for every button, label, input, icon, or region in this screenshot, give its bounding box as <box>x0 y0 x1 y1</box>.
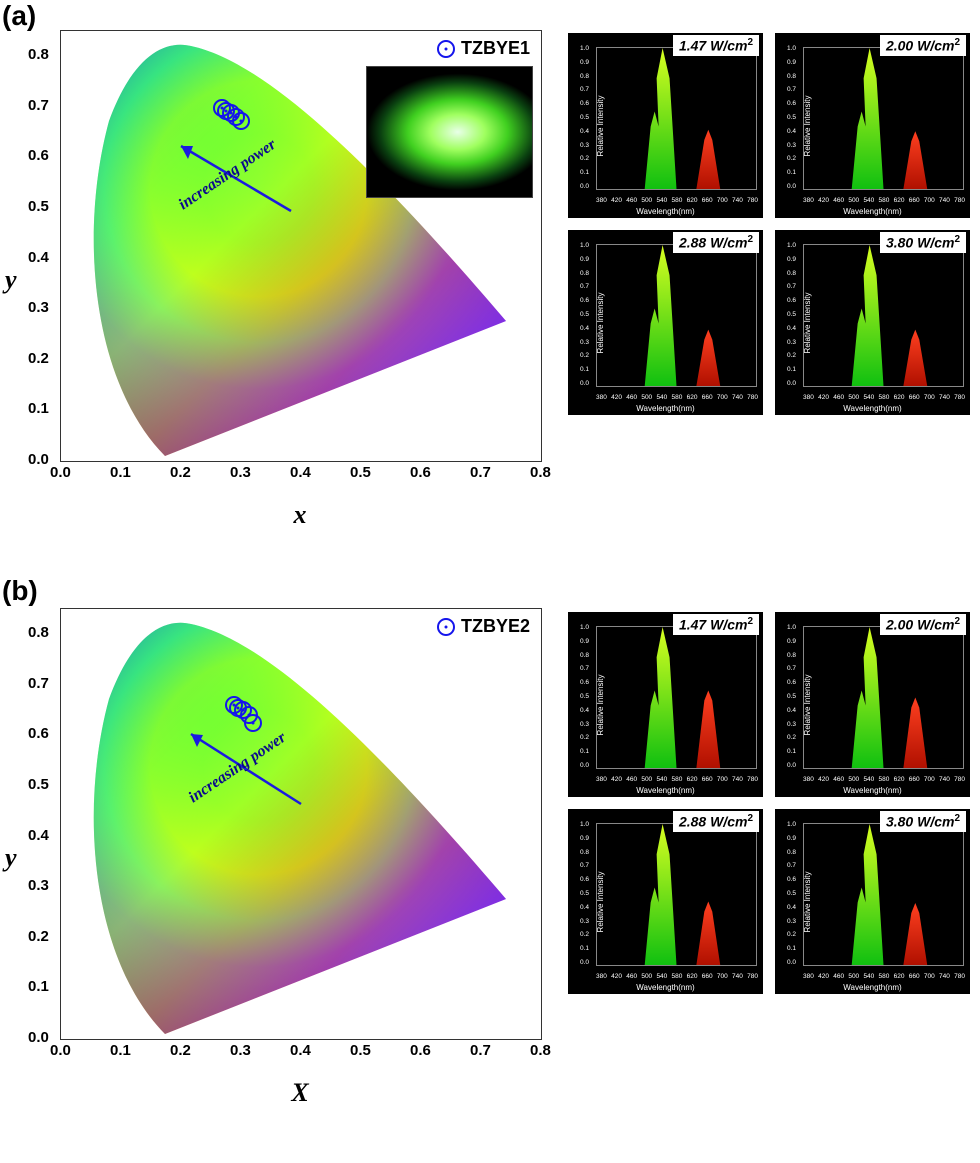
spectra-grid-a: 1.47 W/cm2 Relative Intensity Wavelength(… <box>568 33 970 415</box>
xtick: 0.3 <box>230 464 251 481</box>
spectra-grid-b: 1.47 W/cm2 Relative Intensity Wavelength(… <box>568 612 970 994</box>
xtick: 0.2 <box>170 464 191 481</box>
ytick: 0.8 <box>28 624 49 641</box>
ytick: 0.5 <box>28 198 49 215</box>
ytick: 0.8 <box>28 46 49 63</box>
spectrum-xlabel: Wavelength(nm) <box>636 404 694 413</box>
spectrum-xlabel: Wavelength(nm) <box>843 786 901 795</box>
cie-data-point <box>225 696 243 714</box>
xtick: 0.0 <box>50 1042 71 1059</box>
xtick: 0.1 <box>110 464 131 481</box>
cie-b-ylabel: y <box>5 843 17 873</box>
ytick: 0.6 <box>28 725 49 742</box>
inset-photo-a <box>366 66 533 198</box>
legend-b-text: TZBYE2 <box>461 616 530 637</box>
spectrum-panel: 3.80 W/cm2 Relative Intensity Wavelength(… <box>775 809 970 994</box>
ytick: 0.1 <box>28 978 49 995</box>
xtick: 0.0 <box>50 464 71 481</box>
xtick: 0.5 <box>350 464 371 481</box>
spectrum-ylabel: Relative Intensity <box>596 871 605 932</box>
spectrum-panel: 3.80 W/cm2 Relative Intensity Wavelength(… <box>775 230 970 415</box>
cie-data-point <box>213 99 231 117</box>
ytick: 0.0 <box>28 451 49 468</box>
spectrum-panel: 1.47 W/cm2 Relative Intensity Wavelength(… <box>568 33 763 218</box>
cie-chart-b: y <box>0 598 560 1118</box>
cie-b-plot-area: TZBYE2 increasing power <box>60 608 542 1040</box>
spectrum-power-label: 2.00 W/cm2 <box>880 35 966 56</box>
ytick: 0.4 <box>28 827 49 844</box>
spectrum-power-label: 1.47 W/cm2 <box>673 35 759 56</box>
cie-b-xlabel: X <box>291 1078 308 1108</box>
xtick: 0.5 <box>350 1042 371 1059</box>
cie-chart-a: y <box>0 20 560 540</box>
cie-a-legend: TZBYE1 <box>431 36 536 61</box>
spectrum-xlabel: Wavelength(nm) <box>636 786 694 795</box>
xtick: 0.1 <box>110 1042 131 1059</box>
spectrum-xlabel: Wavelength(nm) <box>843 207 901 216</box>
spectrum-power-label: 2.88 W/cm2 <box>673 232 759 253</box>
xtick: 0.7 <box>470 464 491 481</box>
spectrum-power-label: 2.88 W/cm2 <box>673 811 759 832</box>
spectrum-ylabel: Relative Intensity <box>803 674 812 735</box>
ytick: 0.3 <box>28 299 49 316</box>
ytick: 0.0 <box>28 1029 49 1046</box>
ytick: 0.3 <box>28 877 49 894</box>
cie-b-svg <box>61 609 541 1039</box>
xtick: 0.3 <box>230 1042 251 1059</box>
xtick: 0.6 <box>410 464 431 481</box>
ytick: 0.6 <box>28 147 49 164</box>
xtick: 0.2 <box>170 1042 191 1059</box>
ytick: 0.1 <box>28 400 49 417</box>
spectrum-power-label: 2.00 W/cm2 <box>880 614 966 635</box>
spectrum-xlabel: Wavelength(nm) <box>843 983 901 992</box>
spectrum-ylabel: Relative Intensity <box>803 871 812 932</box>
spectrum-panel: 1.47 W/cm2 Relative Intensity Wavelength(… <box>568 612 763 797</box>
spectrum-ylabel: Relative Intensity <box>803 292 812 353</box>
xtick: 0.4 <box>290 464 311 481</box>
spectrum-xlabel: Wavelength(nm) <box>636 983 694 992</box>
ytick: 0.2 <box>28 928 49 945</box>
spectrum-ylabel: Relative Intensity <box>596 292 605 353</box>
spectrum-power-label: 3.80 W/cm2 <box>880 232 966 253</box>
spectrum-ylabel: Relative Intensity <box>596 95 605 156</box>
spectrum-xlabel: Wavelength(nm) <box>843 404 901 413</box>
ytick: 0.5 <box>28 776 49 793</box>
spectrum-panel: 2.00 W/cm2 Relative Intensity Wavelength(… <box>775 33 970 218</box>
spectrum-power-label: 1.47 W/cm2 <box>673 614 759 635</box>
cie-a-ylabel: y <box>5 265 17 295</box>
spectrum-xlabel: Wavelength(nm) <box>636 207 694 216</box>
cie-b-legend: TZBYE2 <box>431 614 536 639</box>
ytick: 0.7 <box>28 97 49 114</box>
xtick: 0.8 <box>530 1042 551 1059</box>
xtick: 0.6 <box>410 1042 431 1059</box>
ytick: 0.4 <box>28 249 49 266</box>
ytick: 0.2 <box>28 350 49 367</box>
spectrum-power-label: 3.80 W/cm2 <box>880 811 966 832</box>
legend-marker-icon <box>437 40 455 58</box>
spectrum-ylabel: Relative Intensity <box>803 95 812 156</box>
spectrum-panel: 2.88 W/cm2 Relative Intensity Wavelength(… <box>568 809 763 994</box>
xtick: 0.4 <box>290 1042 311 1059</box>
cie-a-plot-area: TZBYE1 increasing power <box>60 30 542 462</box>
spectrum-ylabel: Relative Intensity <box>596 674 605 735</box>
legend-a-text: TZBYE1 <box>461 38 530 59</box>
spectrum-panel: 2.00 W/cm2 Relative Intensity Wavelength(… <box>775 612 970 797</box>
cie-a-xlabel: x <box>294 500 307 530</box>
spectrum-panel: 2.88 W/cm2 Relative Intensity Wavelength(… <box>568 230 763 415</box>
ytick: 0.7 <box>28 675 49 692</box>
xtick: 0.7 <box>470 1042 491 1059</box>
xtick: 0.8 <box>530 464 551 481</box>
legend-marker-icon <box>437 618 455 636</box>
